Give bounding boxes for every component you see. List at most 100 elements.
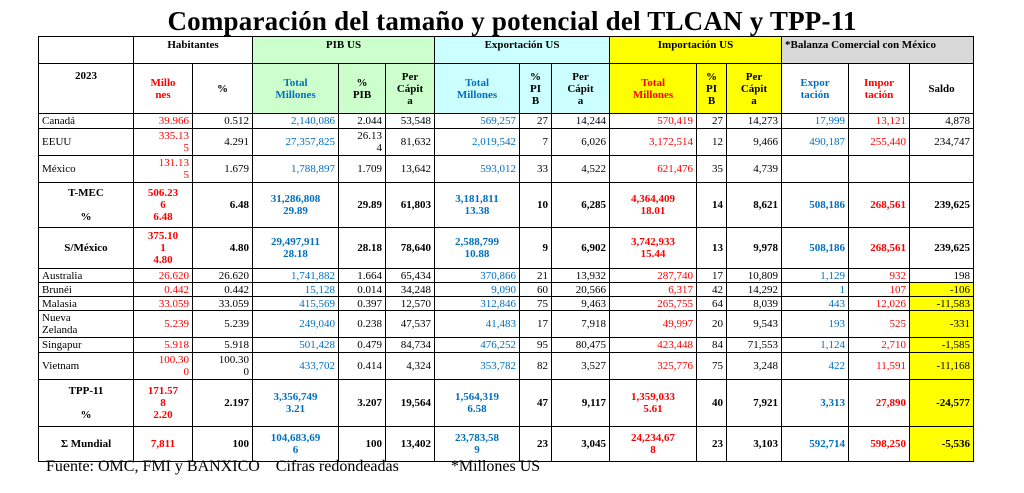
cell-australia-imp_pct: 17 <box>696 268 727 283</box>
table-row-nz: Nueva Zelanda 5.239 5.239 249,040 0.238 47,53… <box>38 310 974 338</box>
cell-mundial-bexp: 592,714 <box>781 426 849 462</box>
sub-header-row: 2023 Millo nes % Total Millones % PIB Pe… <box>38 63 974 114</box>
cell-tmec-exp: 3,181,811 13.38 <box>434 182 520 228</box>
cell-mexico-exp_per: 4,522 <box>551 155 610 183</box>
cell-smexico-exp_pct: 9 <box>519 227 552 269</box>
cell-tpp-pib: 3,356,749 3.21 <box>252 379 339 427</box>
cell-mundial-bimp: 598,250 <box>848 426 910 462</box>
cell-mexico-hab_pct: 1.679 <box>192 155 253 183</box>
cell-malasia-saldo: -11,583 <box>909 296 974 311</box>
cell-vietnam-imp_per: 3,248 <box>726 352 782 380</box>
cell-smexico-exp_per: 6,902 <box>551 227 610 269</box>
cell-smexico-pib: 29,497,911 28.18 <box>252 227 339 269</box>
cell-smexico-pib_per: 78,640 <box>385 227 435 269</box>
cell-nz-hab_pct: 5.239 <box>192 310 253 338</box>
table-row-tmec: T-MEC % 506.23 6 6.48 6.48 31,286,808 29.89… <box>38 182 974 228</box>
cell-mexico-hab: 131.13 5 <box>133 155 193 183</box>
cell-malasia-pib_pct: 0.397 <box>338 296 386 311</box>
cell-brunei-exp: 9,090 <box>434 282 520 297</box>
cell-tpp-saldo: -24,577 <box>909 379 974 427</box>
cell-mexico-saldo <box>909 155 974 183</box>
group-header-row: Habitantes PIB US Exportación US Importa… <box>38 36 974 64</box>
cell-mundial-pib_per: 13,402 <box>385 426 435 462</box>
cell-vietnam-hab_pct: 100.30 0 <box>192 352 253 380</box>
cell-tmec-bexp: 508,186 <box>781 182 849 228</box>
cell-mundial-hab: 7,811 <box>133 426 193 462</box>
cell-malasia-imp: 265,755 <box>609 296 697 311</box>
cell-tpp-pib_per: 19,564 <box>385 379 435 427</box>
cell-vietnam-imp_pct: 75 <box>696 352 727 380</box>
cell-brunei-hab_pct: 0.442 <box>192 282 253 297</box>
cell-tpp-name: TPP-11 % <box>38 379 134 427</box>
cell-australia-imp_per: 10,809 <box>726 268 782 283</box>
cell-australia-pib_pct: 1.664 <box>338 268 386 283</box>
cell-singapur-imp_pct: 84 <box>696 337 727 353</box>
cell-smexico-bexp: 508,186 <box>781 227 849 269</box>
cell-singapur-exp_pct: 95 <box>519 337 552 353</box>
cell-nz-hab: 5.239 <box>133 310 193 338</box>
cell-australia-pib: 1,741,882 <box>252 268 339 283</box>
cell-tpp-pib_pct: 3.207 <box>338 379 386 427</box>
footer-source: Fuente: OMC, FMI y BANXICO <box>46 458 260 475</box>
cell-tmec-exp_pct: 10 <box>519 182 552 228</box>
cell-brunei-exp_per: 20,566 <box>551 282 610 297</box>
corner-cell <box>38 36 134 64</box>
cell-vietnam-name: Vietnam <box>38 352 134 380</box>
cell-tpp-exp: 1,564,319 6.58 <box>434 379 520 427</box>
sub-imp-pct: % PI B <box>696 63 727 114</box>
cell-vietnam-exp_per: 3,527 <box>551 352 610 380</box>
cell-smexico-exp: 2,588,799 10.88 <box>434 227 520 269</box>
cell-canada-pib: 2,140,086 <box>252 113 339 129</box>
sub-pib-per: Per Cápit a <box>385 63 435 114</box>
cell-vietnam-hab: 100.30 0 <box>133 352 193 380</box>
cell-canada-exp_per: 14,244 <box>551 113 610 129</box>
cell-tmec-pib: 31,286,808 29.89 <box>252 182 339 228</box>
cell-mundial-exp_pct: 23 <box>519 426 552 462</box>
cell-tmec-imp_per: 8,621 <box>726 182 782 228</box>
cell-mexico-pib_pct: 1.709 <box>338 155 386 183</box>
cell-nz-exp_pct: 17 <box>519 310 552 338</box>
cell-tmec-saldo: 239,625 <box>909 182 974 228</box>
cell-smexico-name: S/México <box>38 227 134 269</box>
cell-smexico-saldo: 239,625 <box>909 227 974 269</box>
cell-canada-hab: 39.966 <box>133 113 193 129</box>
sub-pib-total: Total Millones <box>252 63 339 114</box>
cell-australia-saldo: 198 <box>909 268 974 283</box>
sub-hab-millones: Millo nes <box>133 63 193 114</box>
cell-malasia-pib: 415,569 <box>252 296 339 311</box>
cell-australia-bexp: 1,129 <box>781 268 849 283</box>
footer-units: *Millones US <box>450 458 541 475</box>
cell-mundial-name: Σ Mundial <box>38 426 134 462</box>
table-row-singapur: Singapur 5.918 5.918 501,428 0.479 84,734 476,… <box>38 337 974 353</box>
group-balanza: *Balanza Comercial con México <box>781 36 974 64</box>
cell-vietnam-pib_per: 4,324 <box>385 352 435 380</box>
cell-mexico-pib: 1,788,897 <box>252 155 339 183</box>
cell-tpp-bexp: 3,313 <box>781 379 849 427</box>
cell-brunei-bimp: 107 <box>848 282 910 297</box>
cell-mundial-pib_pct: 100 <box>338 426 386 462</box>
cell-canada-imp_per: 14,273 <box>726 113 782 129</box>
table-row-malasia: Malasia 33.059 33.059 415,569 0.397 12,570 312… <box>38 296 974 311</box>
cell-nz-name: Nueva Zelanda <box>38 310 134 338</box>
cell-mundial-imp_pct: 23 <box>696 426 727 462</box>
cell-brunei-pib_per: 34,248 <box>385 282 435 297</box>
cell-tmec-hab_pct: 6.48 <box>192 182 253 228</box>
cell-malasia-imp_per: 8,039 <box>726 296 782 311</box>
cell-tmec-name: T-MEC % <box>38 182 134 228</box>
cell-australia-bimp: 932 <box>848 268 910 283</box>
cell-singapur-imp: 423,448 <box>609 337 697 353</box>
cell-canada-hab_pct: 0.512 <box>192 113 253 129</box>
cell-smexico-hab_pct: 4.80 <box>192 227 253 269</box>
sub-bal-imp: Impor tación <box>848 63 910 114</box>
cell-malasia-bexp: 443 <box>781 296 849 311</box>
cell-brunei-exp_pct: 60 <box>519 282 552 297</box>
table-row-smexico: S/México 375.10 1 4.80 4.80 29,497,911 28.1… <box>38 227 974 269</box>
cell-singapur-bimp: 2,710 <box>848 337 910 353</box>
year-label: 2023 <box>38 63 134 114</box>
cell-tpp-imp: 1,359,033 5.61 <box>609 379 697 427</box>
sub-exp-pct: % PI B <box>519 63 552 114</box>
cell-singapur-imp_per: 71,553 <box>726 337 782 353</box>
cell-vietnam-saldo: -11,168 <box>909 352 974 380</box>
page-title: Comparación del tamaño y potencial del T… <box>167 6 857 36</box>
cell-brunei-saldo: -106 <box>909 282 974 297</box>
